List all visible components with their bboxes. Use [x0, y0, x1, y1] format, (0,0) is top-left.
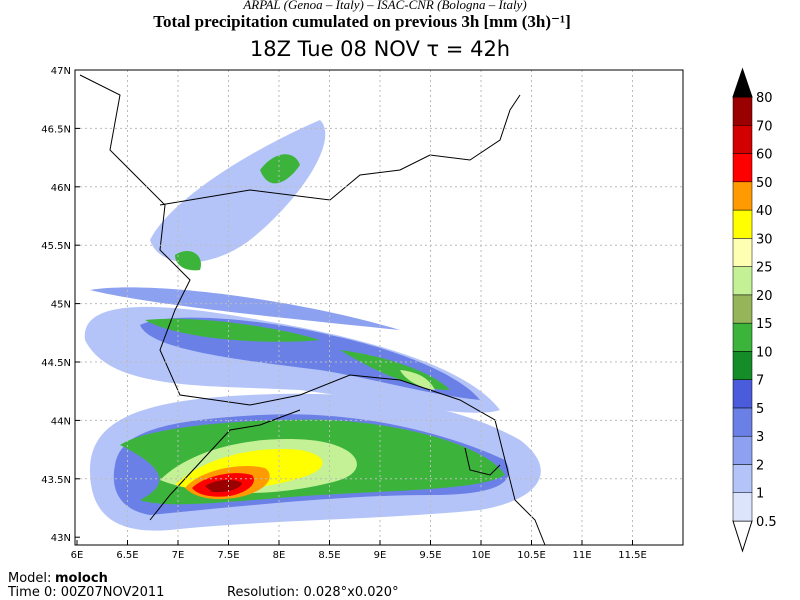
lon-label: 6E [71, 550, 84, 561]
colorbar-label: 40 [756, 204, 773, 219]
colorbar-band [732, 96, 753, 126]
lat-label: 43.5N [41, 475, 71, 486]
colorbar-label: 60 [756, 148, 773, 163]
colorbar-band [732, 492, 753, 522]
lon-label: 11.5E [618, 550, 647, 561]
colorbar-band [732, 238, 753, 267]
lat-label: 43N [51, 533, 71, 544]
colorbar-band [732, 125, 753, 154]
colorbar-label: 5 [756, 402, 764, 417]
colorbar-label: 25 [756, 261, 773, 276]
time: 18Z Tue 08 NOV τ = 42h [250, 37, 510, 61]
colorbar-label: 0.5 [756, 515, 777, 530]
lon-label: 8.5E [318, 550, 340, 561]
model-label: Model: [8, 571, 51, 586]
colorbar-band [732, 181, 753, 211]
colorbar-label: 50 [756, 176, 773, 191]
colorbar-label: 20 [756, 289, 773, 304]
colorbar-band [732, 322, 753, 352]
colorbar-label: 3 [756, 430, 764, 445]
lon-label: 7E [172, 550, 185, 561]
title: Total precipitation cumulated on previou… [153, 12, 571, 31]
lon-label: 10.5E [517, 550, 546, 561]
map-frame [74, 69, 684, 546]
lon-label: 8E [273, 550, 286, 561]
lat-label: 47N [51, 66, 71, 77]
colorbar-label: 2 [756, 458, 764, 473]
colorbar-band [732, 209, 753, 239]
colorbar-band [732, 435, 753, 465]
colorbar-label: 30 [756, 232, 773, 247]
colorbar-band [732, 351, 753, 380]
lat-label: 44.5N [41, 358, 71, 369]
model: moloch [55, 571, 108, 586]
precip-field [84, 120, 541, 531]
colorbar-band [732, 464, 753, 493]
lat-label: 45.5N [41, 241, 71, 252]
colorbar-label: 80 [756, 91, 773, 106]
colorbar-arrow [732, 520, 753, 553]
lon-label: 9.5E [419, 550, 441, 561]
lon-label: 7.5E [217, 550, 239, 561]
colorbar: 0.5 1 2 3 5 7 10 15 20 25 30 40 50 60 70 80 [732, 67, 777, 553]
colorbar-arrow [732, 67, 753, 98]
time-zero: Time 0: 00Z07NOV2011 [7, 585, 164, 600]
lon-label: 9E [374, 550, 387, 561]
resolution: Resolution: 0.028°x0.020° [227, 585, 399, 600]
lat-label: 46N [51, 183, 71, 194]
colorbar-label: 15 [756, 317, 773, 332]
coastline [79, 74, 546, 545]
lat-label: 45N [51, 300, 71, 311]
lat-label: 46.5N [41, 124, 71, 135]
lon-label: 10E [471, 550, 490, 561]
lon-label: 11E [572, 550, 591, 561]
colorbar-band [732, 266, 753, 296]
institutions: ARPAL (Genoa – Italy) – ISAC-CNR (Bologn… [242, 0, 526, 12]
colorbar-label: 10 [756, 345, 773, 360]
colorbar-band [732, 294, 753, 324]
colorbar-label: 1 [756, 487, 764, 502]
colorbar-band [732, 153, 753, 183]
colorbar-band [732, 379, 753, 409]
colorbar-label: 70 [756, 119, 773, 134]
colorbar-band [732, 407, 753, 437]
lat-label: 44N [51, 416, 71, 427]
colorbar-label: 7 [756, 374, 764, 389]
lon-label: 6.5E [116, 550, 138, 561]
